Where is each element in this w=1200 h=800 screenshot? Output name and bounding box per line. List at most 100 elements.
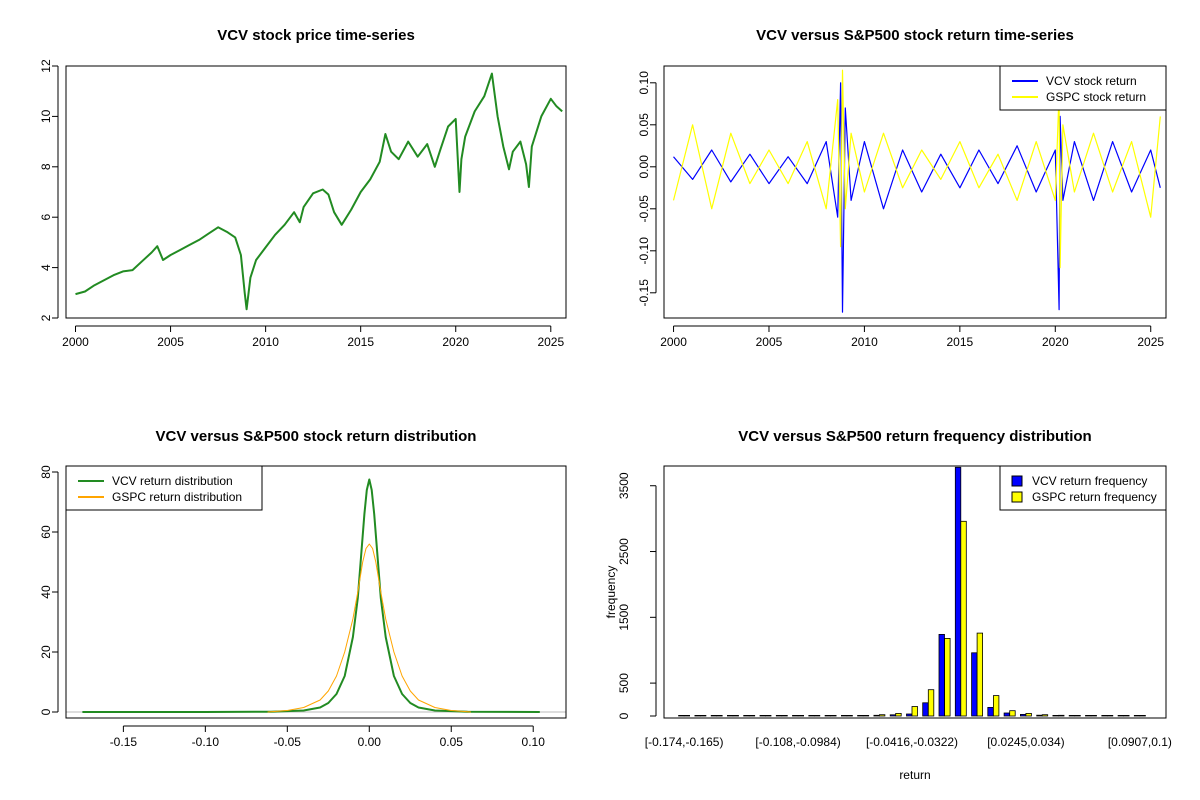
x-axis: [-0.174,-0.165) [-0.108,-0.0984) [-0.0416,… <box>645 735 1172 749</box>
x-tick-label: -0.15 <box>110 735 138 749</box>
x-axis: -0.15 -0.10 -0.05 0.00 0.05 0.10 <box>110 725 546 749</box>
panel-density: VCV versus S&P500 stock return distribut… <box>39 428 567 749</box>
x-tick-label: [0.0907,0.1) <box>1108 735 1172 749</box>
legend-swatch <box>1011 475 1023 487</box>
bars <box>678 466 1146 717</box>
panel-histogram: VCV versus S&P500 return frequency distr… <box>604 428 1172 782</box>
x-tick-label: [-0.108,-0.0984) <box>755 735 840 749</box>
legend-label: GSPC stock return <box>1046 90 1146 104</box>
bar-vcv <box>971 652 978 717</box>
x-tick-label: 2005 <box>756 335 783 349</box>
series-line-gspc-stock-return <box>672 69 1161 269</box>
bar-vcv <box>1068 715 1076 717</box>
bar-vcv <box>1133 715 1141 717</box>
y-axis: 0 500 1500 2500 3500 <box>617 472 657 719</box>
bar-gspc <box>944 638 951 717</box>
legend-label: GSPC return distribution <box>112 490 242 504</box>
bar-vcv <box>727 715 734 717</box>
x-tick-label: 2000 <box>660 335 687 349</box>
bar-vcv <box>841 715 848 717</box>
y-tick-label: 0.10 <box>637 71 651 95</box>
series-line-vcv-stock-return <box>673 82 1161 313</box>
bar-gspc <box>895 713 902 717</box>
y-axis: 0 20 40 60 80 <box>39 465 59 715</box>
legend-swatch <box>1011 491 1023 503</box>
bar-gspc <box>911 706 918 717</box>
bar-gspc <box>781 715 788 717</box>
x-tick-label: 0.05 <box>440 735 464 749</box>
panel-returns: VCV versus S&P500 stock return time-seri… <box>637 27 1167 349</box>
bar-vcv <box>1052 715 1059 717</box>
y-tick-label: -0.05 <box>637 195 651 223</box>
bar-gspc <box>700 715 707 717</box>
y-tick-label: 8 <box>39 163 53 170</box>
bar-vcv <box>1117 715 1124 717</box>
x-tick-label: 0.10 <box>522 735 546 749</box>
y-tick-label: -0.15 <box>637 279 651 307</box>
y-tick-label: 0 <box>617 712 631 719</box>
bar-gspc <box>813 715 821 717</box>
bar-vcv <box>954 466 962 717</box>
bar-vcv <box>922 702 929 717</box>
y-tick-label: 4 <box>39 264 53 271</box>
y-tick-label: 2500 <box>617 538 631 565</box>
bar-vcv <box>694 715 701 717</box>
y-tick-label: 0 <box>39 708 53 715</box>
plot-frame <box>663 65 1167 319</box>
x-tick-label: 0.00 <box>358 735 382 749</box>
bar-gspc <box>960 520 967 717</box>
x-tick-label: [-0.174,-0.165) <box>645 735 724 749</box>
bar-gspc <box>765 715 772 717</box>
bar-gspc <box>1058 714 1065 717</box>
bar-vcv <box>1003 712 1010 717</box>
x-tick-label: 2010 <box>252 335 279 349</box>
x-tick-label: 2025 <box>537 335 564 349</box>
x-tick-label: 2010 <box>851 335 878 349</box>
y-tick-label: 500 <box>617 673 631 693</box>
bar-gspc <box>1139 715 1146 717</box>
bar-vcv <box>1020 714 1027 717</box>
bar-vcv <box>743 715 750 717</box>
x-tick-label: 2015 <box>947 335 974 349</box>
plot-frame <box>663 465 1167 719</box>
bar-gspc <box>797 715 804 717</box>
bar-gspc <box>1009 710 1016 717</box>
bar-gspc <box>927 689 935 717</box>
x-tick-label: 2000 <box>62 335 89 349</box>
bar-vcv <box>906 713 913 717</box>
legend-label: GSPC return frequency <box>1032 490 1157 504</box>
legend-box <box>999 465 1167 511</box>
x-axis-label: return <box>899 768 930 782</box>
bar-gspc <box>1123 715 1130 717</box>
legend-label: VCV return distribution <box>112 474 233 488</box>
bar-gspc <box>732 715 739 717</box>
legend: VCV return frequency GSPC return frequenc… <box>999 465 1167 511</box>
bar-vcv <box>857 715 864 717</box>
y-tick-label: -0.10 <box>637 237 651 265</box>
plot-frame <box>65 65 567 319</box>
x-tick-label: 2020 <box>442 335 469 349</box>
legend-box <box>999 65 1167 111</box>
bar-vcv <box>1101 715 1108 717</box>
y-tick-label: 6 <box>39 214 53 221</box>
x-tick-label: 2020 <box>1042 335 1069 349</box>
bar-vcv <box>710 715 718 717</box>
series-line-vcv-return-distribution <box>82 478 540 713</box>
chart-title: VCV versus S&P500 stock return time-seri… <box>756 27 1074 44</box>
legend-label: VCV stock return <box>1046 74 1137 88</box>
bar-vcv <box>824 715 831 717</box>
bar-gspc <box>862 715 870 717</box>
plot-area <box>66 478 566 713</box>
bar-vcv <box>759 715 766 717</box>
bar-gspc <box>1106 715 1114 717</box>
bar-vcv <box>987 707 994 717</box>
bar-gspc <box>993 695 1000 717</box>
plot-area <box>75 72 563 311</box>
x-tick-label: [-0.0416,-0.0322) <box>866 735 958 749</box>
legend-box <box>65 465 263 511</box>
legend: VCV stock return GSPC stock return <box>999 65 1167 111</box>
x-tick-label: 2025 <box>1137 335 1164 349</box>
chart-title: VCV versus S&P500 stock return distribut… <box>156 428 477 445</box>
